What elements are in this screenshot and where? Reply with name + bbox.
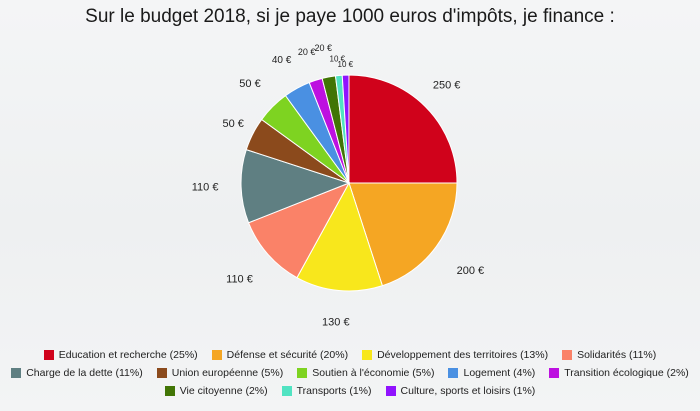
legend-item-vie-citoyenne: Vie citoyenne (2%) (164, 385, 268, 397)
slice-data-label: 50 € (239, 78, 260, 90)
legend-item-solidarites: Solidarités (11%) (562, 349, 656, 361)
legend-label: Développement des territoires (13%) (377, 349, 549, 361)
legend-item-defense: Défense et sécurité (20%) (211, 349, 349, 361)
legend-label: Transports (1%) (296, 385, 372, 397)
chart-title: Sur le budget 2018, si je paye 1000 euro… (85, 6, 615, 27)
legend-item-education: Education et recherche (25%) (43, 349, 198, 361)
pie-slice (247, 182, 351, 279)
legend-label: Union européenne (5%) (171, 367, 284, 379)
legend-label: Transition écologique (2%) (564, 367, 689, 379)
slice-data-label: 50 € (222, 118, 243, 130)
slice-data-label: 40 € (272, 55, 292, 66)
slice-data-label: 250 € (433, 79, 461, 91)
legend-swatch (164, 386, 175, 396)
pie-slice (240, 148, 351, 224)
chart-legend: Education et recherche (25%) Défense et … (0, 346, 700, 400)
slice-data-label: 10 € (338, 60, 354, 69)
legend-row: Charge de la dette (11%) Union européenn… (0, 364, 700, 382)
legend-item-transports: Transports (1%) (281, 385, 372, 397)
legend-item-union-europeenne: Union européenne (5%) (156, 367, 284, 379)
slice-data-label: 10 € (330, 55, 346, 64)
legend-swatch (281, 386, 292, 396)
slice-data-label: 20 € (315, 43, 333, 53)
legend-item-territoires: Développement des territoires (13%) (362, 349, 548, 361)
legend-item-economie: Soutien à l'économie (5%) (297, 367, 434, 379)
legend-label: Soutien à l'économie (5%) (312, 367, 435, 379)
slice-data-label: 200 € (457, 265, 485, 277)
legend-swatch (562, 350, 573, 360)
pie-slice (296, 181, 384, 292)
legend-row: Education et recherche (25%) Défense et … (0, 346, 700, 364)
pie-slice (341, 74, 350, 184)
legend-item-transition-ecologique: Transition écologique (2%) (549, 367, 689, 379)
slice-data-label: 110 € (192, 181, 219, 193)
slice-data-label: 130 € (322, 316, 350, 328)
legend-swatch (11, 368, 22, 378)
legend-item-culture: Culture, sports et loisirs (1%) (385, 385, 536, 397)
legend-label: Vie citoyenne (2%) (179, 385, 268, 397)
slice-data-label: 110 € (226, 274, 253, 286)
legend-label: Solidarités (11%) (577, 349, 657, 361)
legend-swatch (549, 368, 560, 378)
legend-swatch (211, 350, 222, 360)
legend-swatch (156, 368, 167, 378)
legend-label: Défense et sécurité (20%) (226, 349, 349, 361)
legend-item-dette: Charge de la dette (11%) (11, 367, 143, 379)
legend-swatch (385, 386, 396, 396)
legend-row: Vie citoyenne (2%) Transports (1%) Cultu… (0, 382, 700, 400)
pie-slice (348, 74, 458, 184)
legend-label: Education et recherche (25%) (58, 349, 198, 361)
legend-swatch (297, 368, 308, 378)
legend-label: Charge de la dette (11%) (26, 367, 143, 379)
legend-item-logement: Logement (4%) (448, 367, 535, 379)
legend-swatch (43, 350, 54, 360)
pie-slice (348, 182, 458, 287)
legend-label: Logement (4%) (463, 367, 536, 379)
legend-swatch (448, 368, 459, 378)
legend-label: Culture, sports et loisirs (1%) (400, 385, 536, 397)
legend-swatch (362, 350, 373, 360)
slice-data-label: 20 € (298, 47, 316, 57)
